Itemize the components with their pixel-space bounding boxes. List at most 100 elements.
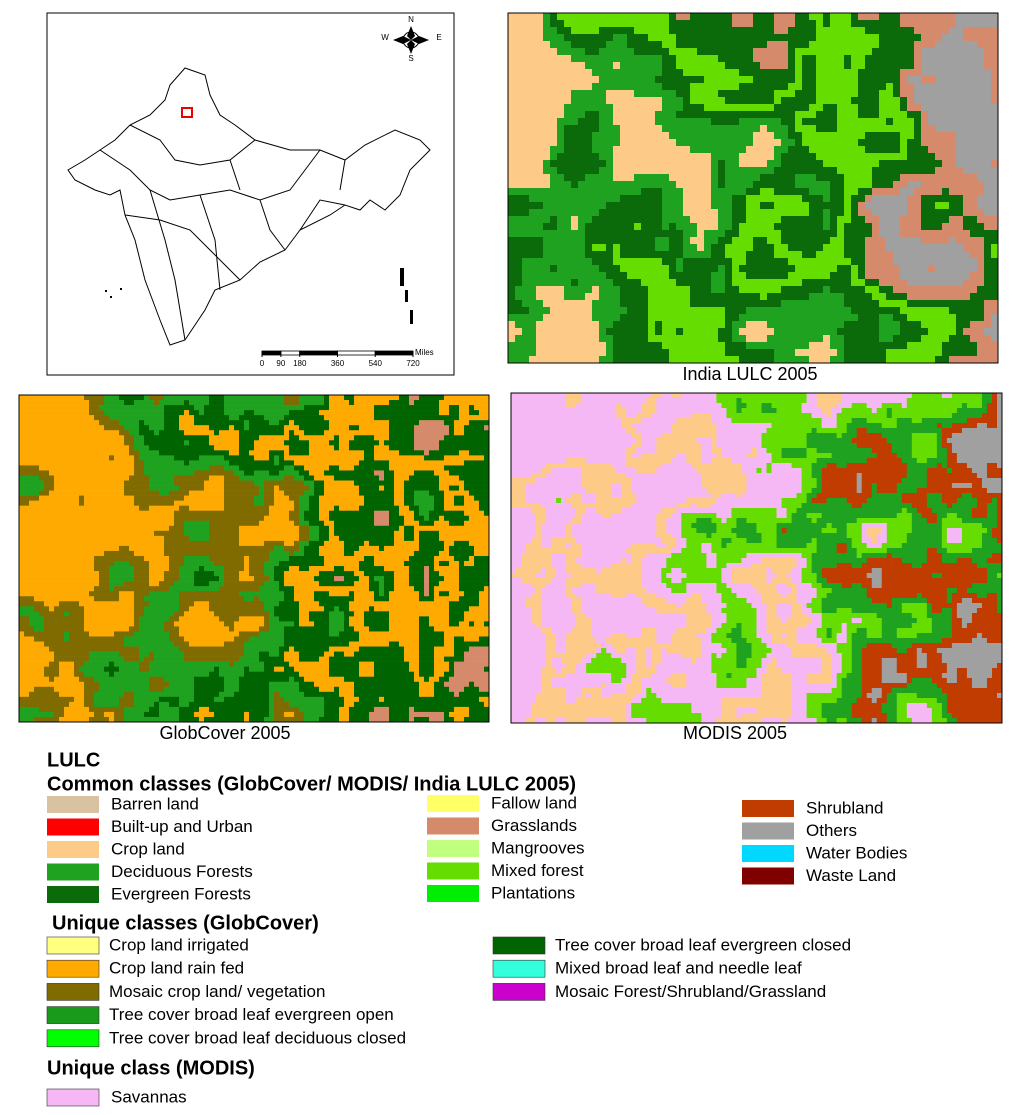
map-cell [776, 588, 792, 594]
map-cell [856, 488, 863, 494]
map-cell [249, 716, 265, 723]
map-cell [543, 167, 558, 175]
map-cell [566, 693, 582, 699]
legend-label: Mixed broad leaf and needle leaf [555, 959, 802, 978]
map-cell [294, 676, 305, 683]
map-cell [19, 591, 90, 597]
map-cell [174, 581, 195, 587]
map-cell [900, 307, 950, 315]
map-cell [414, 671, 420, 678]
map-cell [164, 545, 275, 552]
map-cell [796, 633, 817, 639]
map-cell [329, 631, 340, 637]
map-cell [984, 328, 999, 336]
map-cell [19, 535, 165, 542]
map-cell [419, 681, 435, 688]
map-cell [179, 701, 190, 708]
map-cell [636, 413, 652, 419]
map-cell [686, 623, 712, 629]
map-cell [846, 533, 863, 539]
legend-swatch [47, 818, 99, 836]
map-cell [511, 433, 632, 439]
map-cell [911, 453, 938, 459]
map-cell [444, 711, 450, 718]
map-cell [816, 633, 827, 639]
map-cell [404, 490, 415, 496]
map-raster [511, 393, 1003, 724]
map-cell [631, 453, 642, 459]
map-cell [354, 691, 420, 698]
map-cell [79, 601, 135, 607]
map-cell [543, 34, 565, 42]
map-cell [319, 530, 330, 537]
map-cell [592, 216, 663, 224]
map-cell [830, 342, 845, 350]
map-cell [866, 558, 903, 564]
map-cell [706, 563, 717, 569]
map-cell [149, 571, 165, 577]
map-cell [541, 543, 552, 549]
map-cell [736, 518, 747, 524]
map-cell [511, 533, 537, 539]
map-cell [881, 583, 973, 589]
map-cell [359, 485, 380, 491]
map-cell [444, 420, 455, 426]
map-cell [511, 468, 542, 474]
map-cell [581, 478, 632, 484]
map-cell [736, 658, 747, 664]
map-cell [896, 708, 908, 714]
map-cell [831, 688, 842, 694]
map-cell [711, 174, 719, 182]
map-cell [916, 488, 988, 494]
map-cell [836, 643, 852, 649]
map-cell [134, 696, 160, 703]
map-cell [209, 440, 240, 446]
map-cell [881, 403, 903, 409]
map-cell [79, 500, 85, 506]
map-cell [508, 139, 558, 147]
map-cell [239, 535, 300, 542]
map-cell [19, 646, 50, 652]
map-cell [821, 418, 837, 424]
map-cell [541, 683, 552, 689]
map-cell [701, 483, 747, 489]
map-cell [511, 593, 532, 599]
map-cell [936, 548, 948, 554]
map-cell [404, 515, 415, 522]
map-cell [109, 415, 165, 421]
map-cell [19, 525, 170, 532]
map-cell [837, 167, 873, 175]
legend-swatch [427, 817, 479, 835]
map-cell [164, 571, 180, 577]
map-cell [901, 478, 928, 484]
map-cell [104, 425, 125, 431]
map-cell [124, 435, 135, 441]
map-cell [550, 174, 565, 182]
map-cell [781, 216, 824, 224]
map-cell [626, 463, 662, 469]
map-cell [916, 633, 953, 639]
map-cell [444, 716, 455, 723]
map-cell [324, 400, 330, 406]
map-cell [449, 520, 465, 527]
map-cell [935, 202, 950, 210]
map-cell [546, 648, 557, 654]
map-cell [871, 488, 878, 494]
map-cell [508, 293, 516, 301]
map-cell [234, 661, 265, 667]
map-cell [424, 576, 430, 582]
legend-label: Mangrooves [491, 838, 585, 857]
map-cell [49, 661, 60, 667]
map-cell [836, 648, 852, 654]
map-cell [314, 485, 325, 491]
map-cell [900, 97, 908, 105]
map-cell [841, 408, 873, 414]
map-cell [716, 583, 727, 589]
map-cell [244, 641, 285, 647]
map-cell [926, 598, 948, 604]
map-cell [872, 48, 915, 56]
map-cell [536, 693, 567, 699]
map-cell [59, 601, 80, 607]
map-cell [359, 460, 390, 466]
map-cell [557, 139, 565, 147]
